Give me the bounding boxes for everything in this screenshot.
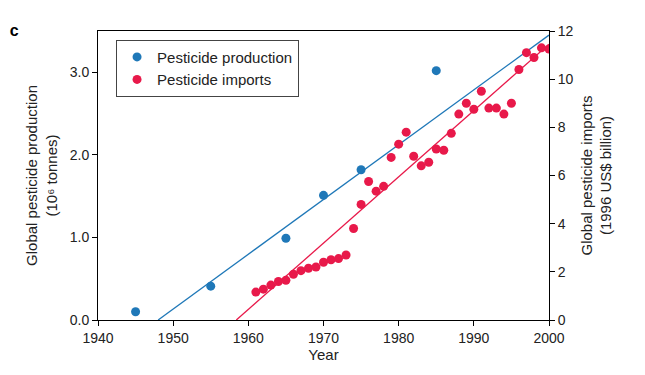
svg-text:1960: 1960 [233, 330, 264, 346]
svg-text:1940: 1940 [82, 330, 113, 346]
svg-text:4: 4 [558, 216, 566, 232]
svg-text:1990: 1990 [458, 330, 489, 346]
svg-text:Pesticide imports: Pesticide imports [157, 71, 271, 88]
svg-text:Global pesticide production(10: Global pesticide production(10⁶ tonnes) [23, 85, 60, 266]
svg-text:1950: 1950 [158, 330, 189, 346]
svg-text:0.0: 0.0 [70, 312, 90, 328]
svg-text:Global pesticide imports(1996: Global pesticide imports(1996 US$ billio… [578, 95, 615, 255]
svg-text:Year: Year [308, 346, 338, 363]
svg-text:0: 0 [558, 312, 566, 328]
svg-text:Pesticide production: Pesticide production [157, 49, 292, 66]
svg-text:1.0: 1.0 [70, 229, 90, 245]
svg-text:3.0: 3.0 [70, 64, 90, 80]
svg-text:1970: 1970 [308, 330, 339, 346]
svg-text:12: 12 [558, 23, 574, 39]
svg-text:8: 8 [558, 119, 566, 135]
svg-text:1980: 1980 [383, 330, 414, 346]
svg-text:2: 2 [558, 264, 566, 280]
svg-text:2000: 2000 [533, 330, 564, 346]
svg-text:6: 6 [558, 167, 566, 183]
svg-text:2.0: 2.0 [70, 147, 90, 163]
svg-text:c: c [10, 22, 19, 39]
svg-text:10: 10 [558, 71, 574, 87]
